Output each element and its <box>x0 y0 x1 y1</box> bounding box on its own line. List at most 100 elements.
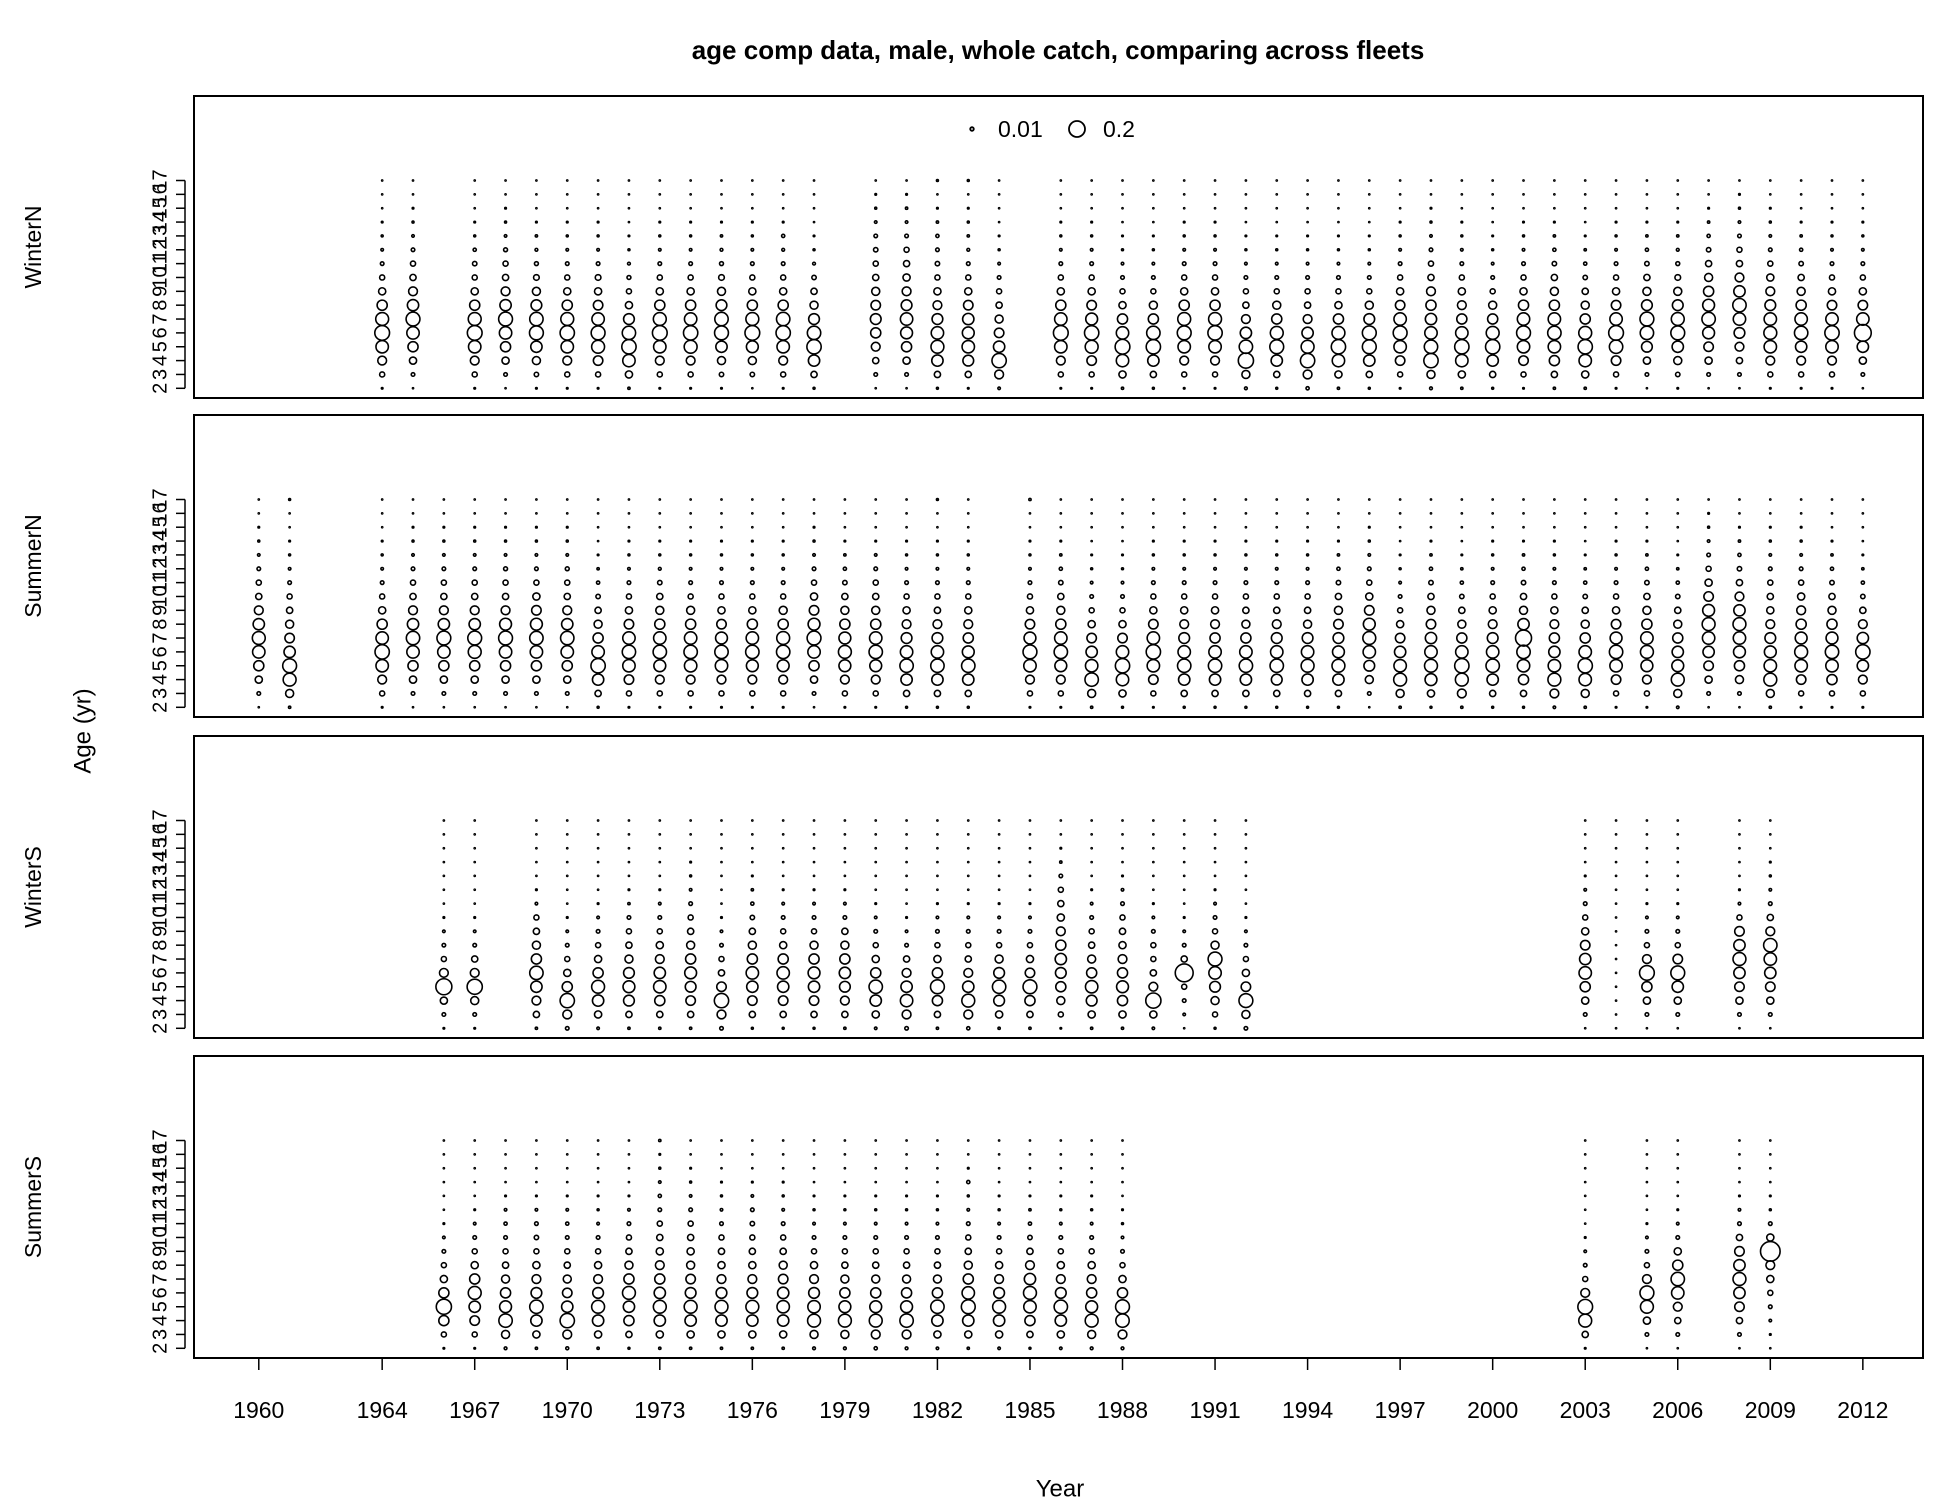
y-tick-label: 16 <box>149 502 171 524</box>
bubble <box>1583 1139 1587 1142</box>
bubble <box>1489 288 1497 295</box>
bubble <box>1861 553 1865 557</box>
bubble <box>936 525 939 529</box>
bubble <box>1209 299 1221 312</box>
bubble <box>779 274 787 281</box>
bubble <box>1552 539 1556 543</box>
bubble <box>1794 312 1809 327</box>
bubble <box>1059 1026 1063 1030</box>
bubble <box>596 705 600 710</box>
bubble <box>565 234 570 238</box>
bubble <box>683 312 698 327</box>
bubble <box>1182 192 1186 196</box>
bubble <box>529 644 544 659</box>
bubble <box>1027 915 1033 920</box>
bubble <box>504 386 507 390</box>
bubble <box>750 1166 754 1170</box>
bubble <box>593 619 603 629</box>
bubble <box>1332 313 1345 325</box>
bubble <box>1028 525 1032 529</box>
bubble <box>441 942 447 948</box>
bubble <box>1306 498 1309 501</box>
bubble <box>997 234 1001 238</box>
bubble <box>652 979 667 994</box>
bubble <box>596 1180 600 1184</box>
bubble <box>596 832 600 836</box>
bubble <box>843 888 847 892</box>
bubble <box>1027 566 1033 571</box>
bubble <box>1861 539 1865 543</box>
bubble <box>1521 220 1526 224</box>
bubble <box>716 355 727 366</box>
bubble <box>535 1166 538 1170</box>
bubble <box>502 1248 509 1255</box>
bubble <box>534 552 539 557</box>
bubble <box>1242 593 1250 600</box>
bubble <box>781 566 786 571</box>
bubble <box>1643 592 1651 601</box>
bubble <box>930 644 945 659</box>
bubble <box>1733 1301 1745 1313</box>
bubble <box>1825 658 1839 673</box>
bubble <box>500 1274 511 1284</box>
bubble <box>565 539 570 543</box>
bubble <box>716 674 727 685</box>
bubble <box>1583 511 1587 515</box>
bubble <box>1645 1180 1649 1184</box>
bubble <box>1578 672 1593 687</box>
bubble <box>869 327 882 339</box>
bubble <box>1056 605 1066 616</box>
bubble <box>627 846 631 850</box>
bubble <box>1676 902 1680 906</box>
bubble <box>1057 886 1065 894</box>
bubble <box>720 860 723 864</box>
bubble <box>838 659 852 673</box>
bubble <box>1210 940 1220 950</box>
bubble <box>594 606 603 615</box>
bubble <box>1090 539 1094 543</box>
bubble <box>1336 247 1341 252</box>
bubble <box>720 511 723 515</box>
bubble <box>1732 1271 1747 1287</box>
bubble <box>1611 605 1621 615</box>
bubble <box>288 539 292 543</box>
bubble <box>1396 274 1404 281</box>
bubble <box>625 1234 633 1241</box>
bubble <box>935 553 940 557</box>
bubble <box>1672 355 1683 366</box>
bubble <box>1734 591 1745 602</box>
bubble <box>1582 580 1588 586</box>
y-tick-label: 10 <box>149 906 171 928</box>
bubble <box>1859 274 1867 281</box>
bubble <box>1799 705 1803 709</box>
bubble <box>473 902 477 905</box>
bubble <box>1176 311 1192 327</box>
bubble <box>966 1194 971 1198</box>
bubble <box>1305 385 1310 391</box>
bubble <box>1120 1346 1125 1351</box>
bubble <box>1058 247 1063 252</box>
bubble <box>744 644 760 660</box>
bubble <box>1859 593 1866 600</box>
bubble <box>1734 272 1745 283</box>
bubble <box>874 1180 878 1184</box>
bubble <box>1676 192 1680 196</box>
bubble <box>651 324 668 342</box>
bubble <box>1090 179 1094 182</box>
bubble <box>1857 299 1869 311</box>
bubble <box>903 942 910 948</box>
bubble <box>596 1139 600 1142</box>
bubble <box>592 299 604 311</box>
bubble <box>1024 994 1036 1007</box>
y-tick-label: 17 <box>149 169 171 191</box>
bubble <box>719 220 724 224</box>
y-tick-label: 6 <box>149 646 171 657</box>
bubble <box>1367 552 1372 557</box>
bubble <box>719 539 724 543</box>
bubble <box>380 539 384 543</box>
bubble <box>285 606 294 615</box>
bubble <box>596 819 600 822</box>
bubble <box>1491 525 1495 529</box>
bubble <box>902 259 911 268</box>
bubble <box>935 1221 940 1226</box>
